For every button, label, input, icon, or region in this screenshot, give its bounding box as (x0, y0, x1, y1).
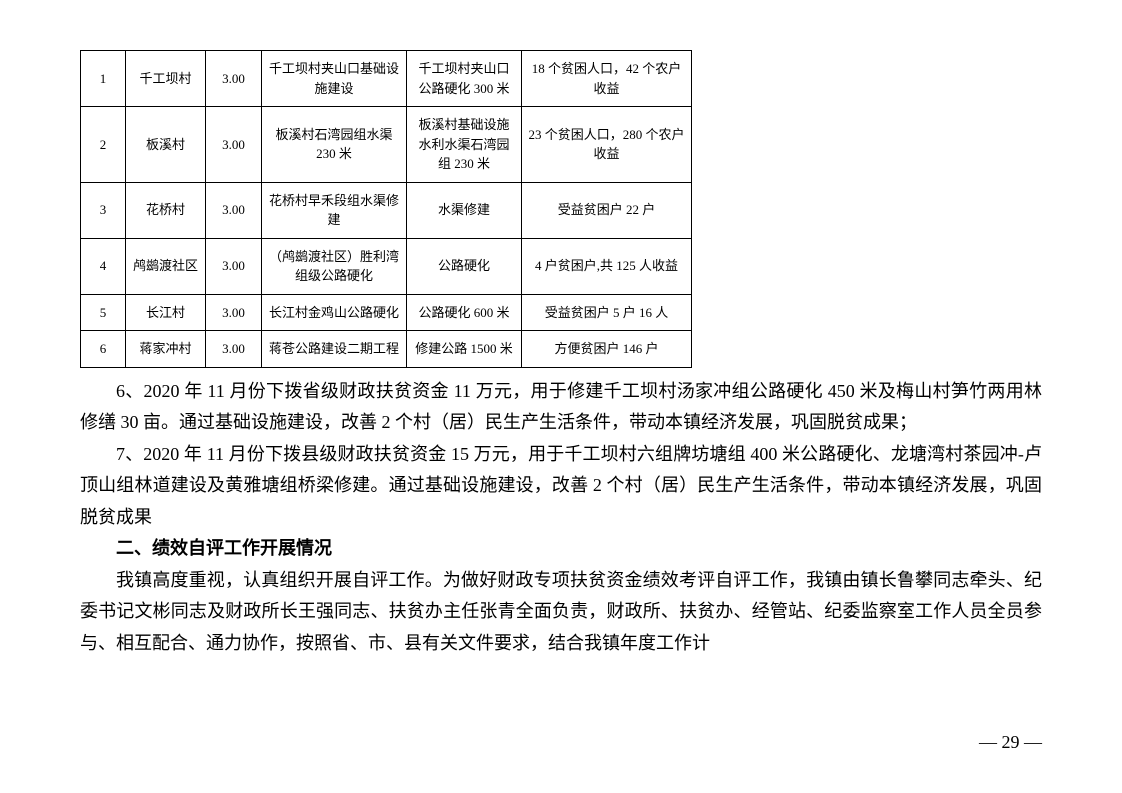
cell-benefit: 受益贫困户 22 户 (522, 182, 692, 238)
cell-detail: 公路硬化 600 米 (407, 294, 522, 331)
cell-idx: 3 (81, 182, 126, 238)
cell-project: 千工坝村夹山口基础设施建设 (262, 51, 407, 107)
cell-project: （鸬鹚渡社区）胜利湾组级公路硬化 (262, 238, 407, 294)
cell-village: 蒋家冲村 (126, 331, 206, 368)
cell-amount: 3.00 (206, 182, 262, 238)
cell-village: 千工坝村 (126, 51, 206, 107)
cell-idx: 4 (81, 238, 126, 294)
fund-allocation-table: 1 千工坝村 3.00 千工坝村夹山口基础设施建设 千工坝村夹山口公路硬化 30… (80, 50, 692, 368)
cell-village: 鸬鹚渡社区 (126, 238, 206, 294)
cell-benefit: 18 个贫困人口，42 个农户收益 (522, 51, 692, 107)
table-body: 1 千工坝村 3.00 千工坝村夹山口基础设施建设 千工坝村夹山口公路硬化 30… (81, 51, 692, 368)
paragraph-7: 7、2020 年 11 月份下拨县级财政扶贫资金 15 万元，用于千工坝村六组牌… (80, 439, 1042, 534)
cell-idx: 1 (81, 51, 126, 107)
cell-detail: 千工坝村夹山口公路硬化 300 米 (407, 51, 522, 107)
section-heading-2: 二、绩效自评工作开展情况 (80, 533, 1042, 565)
cell-project: 花桥村早禾段组水渠修建 (262, 182, 407, 238)
cell-benefit: 方便贫困户 146 户 (522, 331, 692, 368)
cell-amount: 3.00 (206, 331, 262, 368)
cell-idx: 6 (81, 331, 126, 368)
table-row: 6 蒋家冲村 3.00 蒋苍公路建设二期工程 修建公路 1500 米 方便贫困户… (81, 331, 692, 368)
cell-benefit: 23 个贫困人口，280 个农户收益 (522, 107, 692, 183)
cell-detail: 板溪村基础设施水利水渠石湾园组 230 米 (407, 107, 522, 183)
cell-project: 蒋苍公路建设二期工程 (262, 331, 407, 368)
table-row: 3 花桥村 3.00 花桥村早禾段组水渠修建 水渠修建 受益贫困户 22 户 (81, 182, 692, 238)
cell-amount: 3.00 (206, 107, 262, 183)
cell-amount: 3.00 (206, 294, 262, 331)
cell-idx: 5 (81, 294, 126, 331)
page-number: — 29 — (979, 732, 1042, 753)
table-row: 4 鸬鹚渡社区 3.00 （鸬鹚渡社区）胜利湾组级公路硬化 公路硬化 4 户贫困… (81, 238, 692, 294)
cell-project: 板溪村石湾园组水渠 230 米 (262, 107, 407, 183)
cell-amount: 3.00 (206, 238, 262, 294)
cell-benefit: 受益贫困户 5 户 16 人 (522, 294, 692, 331)
cell-detail: 水渠修建 (407, 182, 522, 238)
table-row: 2 板溪村 3.00 板溪村石湾园组水渠 230 米 板溪村基础设施水利水渠石湾… (81, 107, 692, 183)
cell-village: 花桥村 (126, 182, 206, 238)
paragraph-8: 我镇高度重视，认真组织开展自评工作。为做好财政专项扶贫资金绩效考评自评工作，我镇… (80, 565, 1042, 660)
cell-village: 长江村 (126, 294, 206, 331)
table-row: 1 千工坝村 3.00 千工坝村夹山口基础设施建设 千工坝村夹山口公路硬化 30… (81, 51, 692, 107)
cell-detail: 修建公路 1500 米 (407, 331, 522, 368)
cell-idx: 2 (81, 107, 126, 183)
table-row: 5 长江村 3.00 长江村金鸡山公路硬化 公路硬化 600 米 受益贫困户 5… (81, 294, 692, 331)
document-body: 6、2020 年 11 月份下拨省级财政扶贫资金 11 万元，用于修建千工坝村汤… (80, 376, 1042, 660)
cell-village: 板溪村 (126, 107, 206, 183)
cell-detail: 公路硬化 (407, 238, 522, 294)
paragraph-6: 6、2020 年 11 月份下拨省级财政扶贫资金 11 万元，用于修建千工坝村汤… (80, 376, 1042, 439)
cell-benefit: 4 户贫困户,共 125 人收益 (522, 238, 692, 294)
cell-amount: 3.00 (206, 51, 262, 107)
cell-project: 长江村金鸡山公路硬化 (262, 294, 407, 331)
